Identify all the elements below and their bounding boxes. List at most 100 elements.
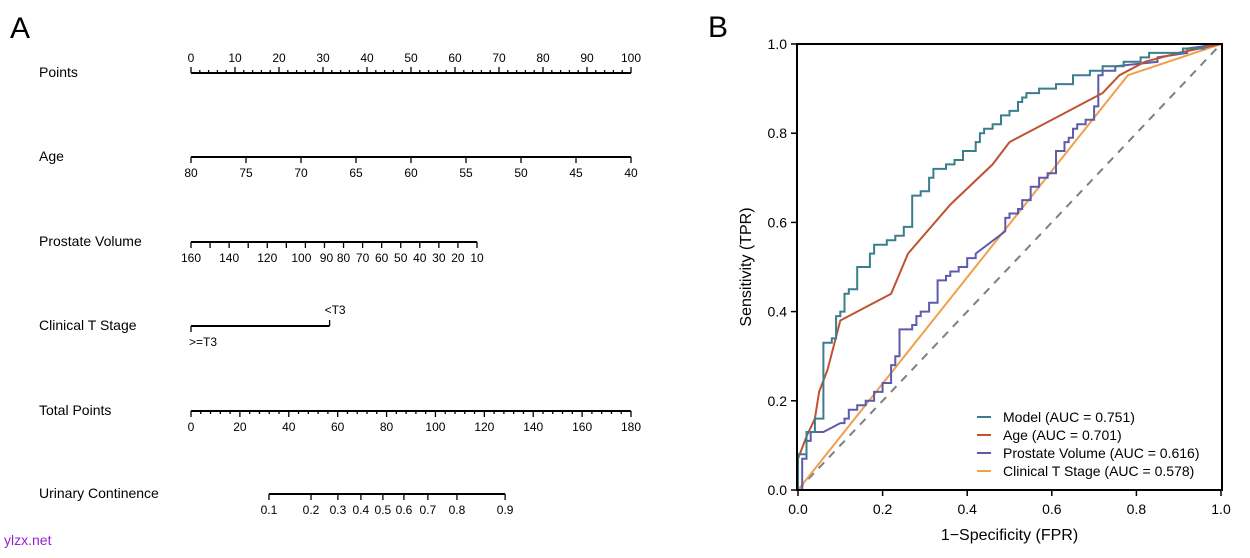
legend-label: Age (AUC = 0.701) [1003, 427, 1122, 443]
row-label: Clinical T Stage [39, 317, 137, 333]
tick-label: 20 [272, 51, 286, 65]
watermark: ylzx.net [4, 532, 52, 548]
nomogram-row-total-points: Total Points 0 20 40 60 80 100 120 140 160 180 [39, 402, 641, 434]
tick-label: 0.3 [330, 503, 347, 517]
panel-letter-b: B [708, 11, 728, 44]
tick-label: 30 [316, 51, 330, 65]
panel-letter-a: A [10, 12, 30, 45]
tick-label: 50 [514, 166, 528, 180]
tick-label: 60 [331, 420, 345, 434]
tick-label: 140 [523, 420, 543, 434]
tick-label: 70 [492, 51, 506, 65]
nomogram-row-age: Age 80 75 70 65 60 55 50 45 40 [39, 148, 638, 180]
tick-label: 100 [621, 51, 641, 65]
roc-panel: 0.00.0 0.2 0.2 0.4 0.4 0.6 0.6 0.8 0.8 1.0 1.0 1−Sp… [738, 36, 1231, 544]
roc-series-group [797, 43, 1222, 491]
tick-label: 50 [404, 51, 418, 65]
tick-label: 45 [569, 166, 583, 180]
tick-label: 0.6 [396, 503, 413, 517]
tick-label: 60 [448, 51, 462, 65]
tick-label: 120 [474, 420, 494, 434]
x-tick-label: 0.2 [873, 501, 893, 517]
legend-item: Prostate Volume (AUC = 0.616) [977, 445, 1200, 461]
x-axis-label: 1−Specificity (FPR) [941, 527, 1078, 544]
y-tick-label: 1.0 [768, 36, 788, 52]
tick-label: 40 [282, 420, 296, 434]
row-label: Age [39, 148, 64, 164]
tick-label: 0 [188, 51, 195, 65]
tick-label: 100 [291, 251, 311, 265]
legend-label: Prostate Volume (AUC = 0.616) [1003, 445, 1200, 461]
tick-label: 75 [239, 166, 253, 180]
row-label: Urinary Continence [39, 485, 159, 501]
chance-diagonal-line [797, 43, 1222, 491]
tick-label: 70 [294, 166, 308, 180]
tick-label: 140 [219, 251, 239, 265]
y-tick-label: 0.4 [768, 304, 788, 320]
category-label: <T3 [325, 303, 346, 317]
legend-label: Model (AUC = 0.751) [1003, 409, 1135, 425]
y-tick-label: 0.6 [768, 214, 788, 230]
nomogram-row-points: Points 0 10 20 30 40 50 60 70 80 90 100 [39, 51, 641, 80]
legend-label: Clinical T Stage (AUC = 0.578) [1003, 463, 1194, 479]
tick-label: 0.2 [303, 503, 320, 517]
x-tick-label: 0.8 [1127, 501, 1147, 517]
roc-curve-model [797, 43, 1221, 490]
y-tick-label: 0.2 [768, 393, 788, 409]
tick-label: 40 [360, 51, 374, 65]
plot-frame [796, 43, 1223, 491]
tick-label: 0.1 [261, 503, 278, 517]
tick-label: 0.9 [497, 503, 514, 517]
tick-label: 65 [349, 166, 363, 180]
row-label: Prostate Volume [39, 233, 142, 249]
y-tick-label: 0.8 [768, 125, 788, 141]
legend: Model (AUC = 0.751) Age (AUC = 0.701) Pros… [977, 409, 1200, 479]
tick-label: 80 [380, 420, 394, 434]
tick-label: 80 [337, 251, 351, 265]
tick-label: 0.8 [449, 503, 466, 517]
x-tick-label: 0.4 [957, 501, 977, 517]
row-label: Total Points [39, 402, 111, 418]
tick-label: 10 [228, 51, 242, 65]
tick-label: 160 [181, 251, 201, 265]
x-tick-label: 0.0 [788, 501, 808, 517]
tick-label: 180 [621, 420, 641, 434]
tick-label: 60 [404, 166, 418, 180]
tick-label: 40 [624, 166, 638, 180]
tick-label: 0.4 [353, 503, 370, 517]
tick-label: 10 [470, 251, 484, 265]
tick-label: 160 [572, 420, 592, 434]
tick-label: 0.5 [375, 503, 392, 517]
tick-label: 90 [580, 51, 594, 65]
tick-label: 80 [184, 166, 198, 180]
category-label: >=T3 [189, 335, 217, 349]
tick-label: 0.7 [420, 503, 437, 517]
tick-label: 80 [536, 51, 550, 65]
y-tick-label: 0.0 [768, 482, 788, 498]
roc-curve-clinical-t-stage [797, 43, 1222, 491]
x-tick-label: 1.0 [1211, 501, 1231, 517]
tick-label: 120 [257, 251, 277, 265]
legend-item: Model (AUC = 0.751) [977, 409, 1135, 425]
roc-curve-age [797, 43, 1222, 490]
roc-curve-prostate-volume [798, 43, 1222, 491]
tick-label: 20 [233, 420, 247, 434]
y-axis-label: Sensitivity (TPR) [738, 207, 755, 326]
nomogram-row-prostate-volume: Prostate Volume 160 140 120 100 90 80 70 60 50 40 3… [39, 233, 484, 265]
tick-label: 100 [425, 420, 445, 434]
tick-label: 50 [394, 251, 408, 265]
tick-label: 60 [375, 251, 389, 265]
tick-label: 55 [459, 166, 473, 180]
legend-item: Clinical T Stage (AUC = 0.578) [977, 463, 1194, 479]
tick-label: 30 [432, 251, 446, 265]
nomogram-row-urinary-continence: Urinary Continence 0.1 0.2 0.3 0.4 0.5 0.6 0.7 0… [39, 485, 514, 517]
tick-label: 90 [320, 251, 334, 265]
tick-label: 20 [451, 251, 465, 265]
nomogram-row-clinical-t-stage: Clinical T Stage >=T3 <T3 [39, 303, 346, 349]
row-label: Points [39, 64, 78, 80]
legend-item: Age (AUC = 0.701) [977, 427, 1122, 443]
x-tick-label: 0.6 [1042, 501, 1062, 517]
tick-label: 40 [413, 251, 427, 265]
